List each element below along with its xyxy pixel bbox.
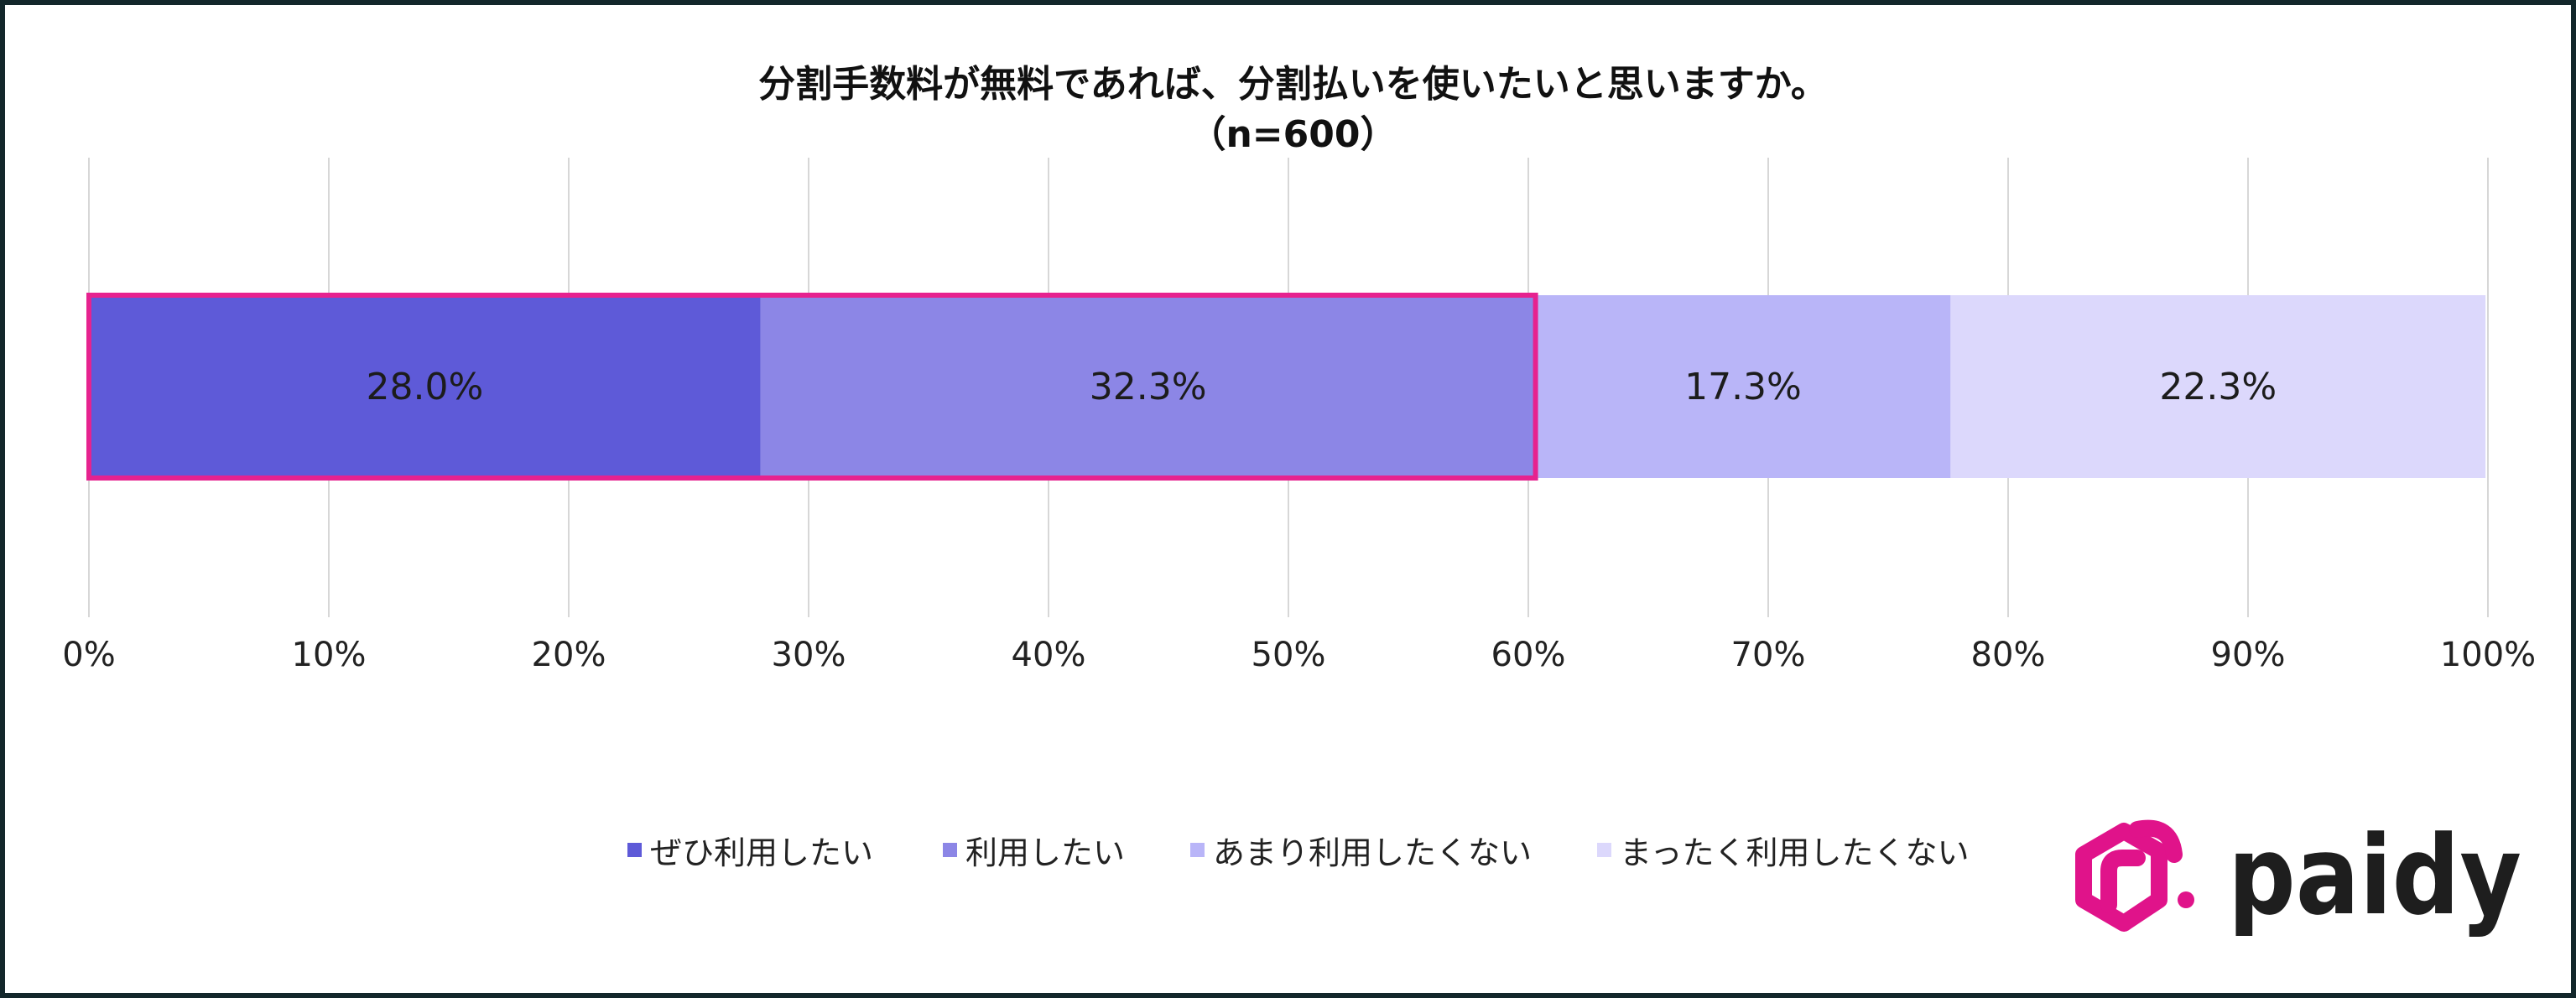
bar-segment-1 xyxy=(89,295,761,478)
paidy-mark-dot-icon xyxy=(2178,891,2194,908)
x-tick-label-7: 70% xyxy=(1731,636,1806,674)
legend-label-4: まったく利用したくない xyxy=(1620,834,1970,871)
chart-subtitle: （n=600） xyxy=(1189,113,1397,156)
bar-segment-2 xyxy=(760,295,1536,478)
x-tick-label-8: 80% xyxy=(1971,636,2046,674)
paidy-logo: paidy xyxy=(2075,812,2521,939)
x-tick-label-10: 100% xyxy=(2440,636,2536,674)
x-tick-label-2: 20% xyxy=(532,636,606,674)
x-tick-label-1: 10% xyxy=(292,636,367,674)
highlight-outline xyxy=(86,293,1538,481)
bar-segment-3 xyxy=(1535,295,1951,478)
legend-swatch-3 xyxy=(1190,842,1205,857)
data-label-3: 17.3% xyxy=(1684,366,1802,408)
legend-item-4: まったく利用したくない xyxy=(1597,829,1970,871)
legend-label-3: あまり利用したくない xyxy=(1213,834,1533,871)
bar-segment-4 xyxy=(1950,295,2486,478)
legend-label-2: 利用したい xyxy=(965,834,1126,871)
paidy-mark-icon xyxy=(2075,819,2183,932)
data-label-2: 32.3% xyxy=(1090,366,1207,408)
paidy-wordmark: paidy xyxy=(2228,812,2521,939)
x-tick-label-4: 40% xyxy=(1012,636,1086,674)
stacked-bar-chart: 0% 10% 20% 30% 40% 50% 60% 70% 80% 90% 100% 28.0% 32… xyxy=(62,158,2536,674)
legend-swatch-4 xyxy=(1597,842,1611,857)
chart-title: 分割手数料が無料であれば、分割払いを使いたいと思いますか。 xyxy=(758,63,1828,106)
legend-swatch-1 xyxy=(627,842,642,857)
x-tick-label-6: 60% xyxy=(1491,636,1566,674)
x-tick-label-5: 50% xyxy=(1252,636,1326,674)
data-label-4: 22.3% xyxy=(2159,366,2277,408)
legend-label-1: ぜひ利用したい xyxy=(650,834,874,871)
x-tick-label-9: 90% xyxy=(2211,636,2286,674)
legend-item-1: ぜひ利用したい xyxy=(627,829,874,871)
data-label-1: 28.0% xyxy=(367,366,484,408)
legend-item-3: あまり利用したくない xyxy=(1190,829,1533,871)
legend-item-2: 利用したい xyxy=(943,829,1126,871)
x-tick-label-3: 30% xyxy=(772,636,846,674)
legend-swatch-2 xyxy=(943,842,957,857)
x-tick-label-0: 0% xyxy=(62,636,115,674)
